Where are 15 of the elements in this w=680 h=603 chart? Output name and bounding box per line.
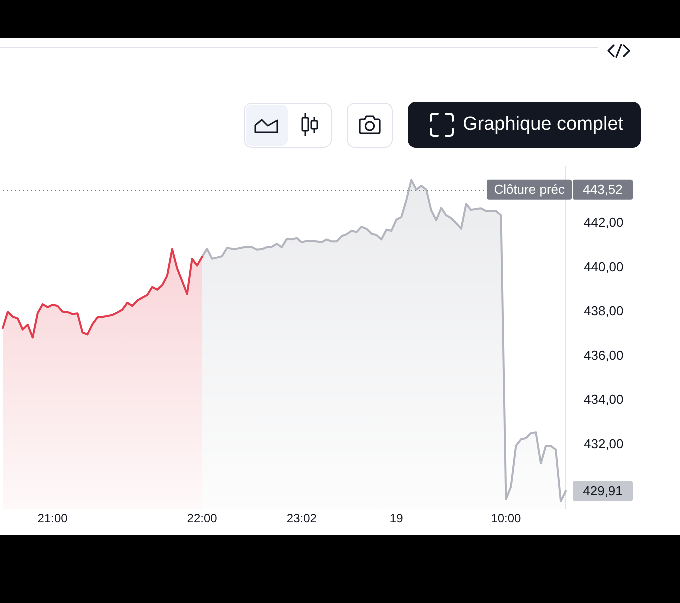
- ref-line-label: Clôture préc: [494, 182, 566, 197]
- y-tick-label: 432,00: [584, 436, 624, 452]
- x-tick-label: 23:02: [286, 512, 318, 526]
- text: 443,52: [583, 182, 623, 197]
- x-tick-label: 21:00: [38, 512, 68, 526]
- x-tick-label: 22:00: [187, 512, 218, 526]
- y-tick-label: 440,00: [584, 259, 624, 274]
- y-tick-label: 436,00: [584, 348, 624, 363]
- data-label: 429,91: [583, 483, 623, 498]
- y-tick-label: 434,00: [584, 392, 624, 408]
- x-tick-label: 19: [390, 512, 404, 526]
- x-tick-label: 10:00: [491, 512, 522, 526]
- y-tick-label: 442,00: [584, 215, 624, 230]
- text: Graphique complet: [463, 113, 624, 137]
- y-tick-label: 438,00: [584, 304, 624, 319]
